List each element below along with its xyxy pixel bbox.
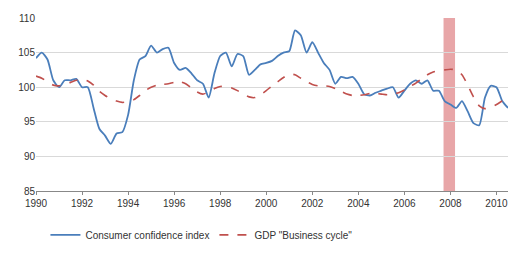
svg-text:1994: 1994 (117, 198, 140, 209)
svg-text:1996: 1996 (163, 198, 186, 209)
svg-text:105: 105 (18, 47, 35, 58)
svg-text:85: 85 (24, 186, 36, 197)
svg-text:110: 110 (19, 13, 35, 24)
svg-text:GDP "Business cycle": GDP "Business cycle" (254, 230, 352, 241)
svg-text:95: 95 (24, 116, 36, 127)
svg-text:1992: 1992 (71, 198, 94, 209)
svg-text:1990: 1990 (25, 198, 48, 209)
svg-text:2006: 2006 (393, 198, 416, 209)
svg-text:1998: 1998 (209, 198, 232, 209)
svg-text:2008: 2008 (439, 198, 462, 209)
svg-text:2010: 2010 (485, 198, 508, 209)
svg-text:Consumer confidence index: Consumer confidence index (85, 230, 209, 241)
svg-text:2004: 2004 (347, 198, 370, 209)
svg-text:2000: 2000 (255, 198, 278, 209)
svg-text:100: 100 (18, 82, 35, 93)
svg-text:90: 90 (24, 151, 36, 162)
svg-text:2002: 2002 (301, 198, 324, 209)
